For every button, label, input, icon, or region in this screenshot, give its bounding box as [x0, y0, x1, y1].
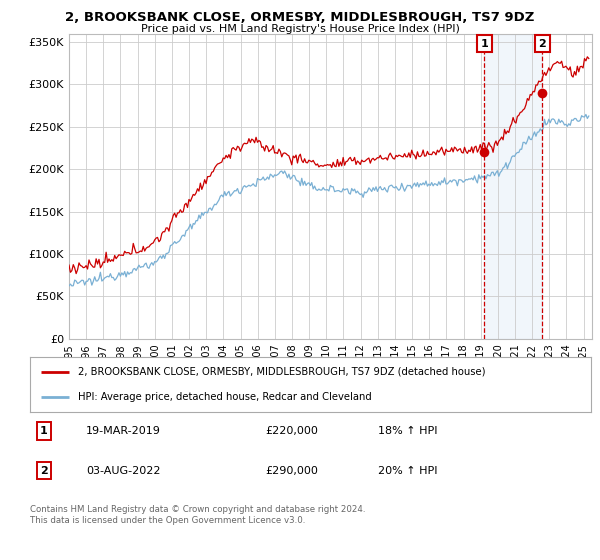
- Text: 19-MAR-2019: 19-MAR-2019: [86, 426, 161, 436]
- Bar: [484, 34, 542, 339]
- Text: £290,000: £290,000: [266, 466, 319, 476]
- Text: 2: 2: [538, 39, 546, 49]
- Text: 20% ↑ HPI: 20% ↑ HPI: [378, 466, 437, 476]
- Text: £220,000: £220,000: [266, 426, 319, 436]
- Text: 03-AUG-2022: 03-AUG-2022: [86, 466, 161, 476]
- Text: HPI: Average price, detached house, Redcar and Cleveland: HPI: Average price, detached house, Redc…: [77, 392, 371, 402]
- Text: Price paid vs. HM Land Registry's House Price Index (HPI): Price paid vs. HM Land Registry's House …: [140, 24, 460, 34]
- Text: 18% ↑ HPI: 18% ↑ HPI: [378, 426, 437, 436]
- Text: 2, BROOKSBANK CLOSE, ORMESBY, MIDDLESBROUGH, TS7 9DZ (detached house): 2, BROOKSBANK CLOSE, ORMESBY, MIDDLESBRO…: [77, 367, 485, 376]
- Text: 1: 1: [40, 426, 48, 436]
- Text: 2: 2: [40, 466, 48, 476]
- Text: 2, BROOKSBANK CLOSE, ORMESBY, MIDDLESBROUGH, TS7 9DZ: 2, BROOKSBANK CLOSE, ORMESBY, MIDDLESBRO…: [65, 11, 535, 24]
- Text: Contains HM Land Registry data © Crown copyright and database right 2024.
This d: Contains HM Land Registry data © Crown c…: [30, 505, 365, 525]
- Text: 1: 1: [481, 39, 488, 49]
